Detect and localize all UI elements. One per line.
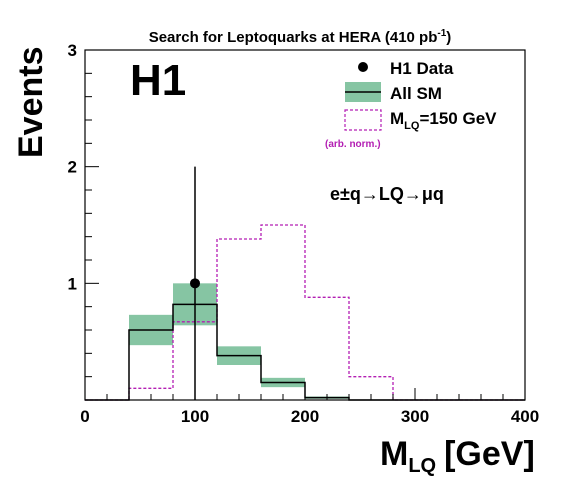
- y-axis-title: Events: [12, 47, 50, 159]
- legend-sm-label: All SM: [390, 84, 442, 103]
- x-tick-label: 0: [80, 407, 89, 426]
- legend-data-marker: [358, 62, 368, 72]
- signal-step-line: [85, 224, 525, 401]
- x-tick-label: 100: [181, 407, 209, 426]
- x-axis-title-subscript: LQ: [408, 455, 436, 477]
- data-point: [190, 278, 200, 289]
- title-end: ): [446, 29, 451, 46]
- axis-ticks: [84, 49, 526, 400]
- y-tick-label: 2: [68, 158, 77, 177]
- legend: H1 Data All SM MLQ=150 GeV (arb. norm.): [325, 59, 497, 150]
- chart-title: Search for Leptoquarks at HERA (410 pb-1…: [149, 28, 452, 46]
- experiment-label: H1: [130, 56, 186, 105]
- x-axis-title: MLQ [GeV]: [380, 435, 535, 477]
- title-superscript: -1: [437, 28, 446, 39]
- legend-data-label: H1 Data: [390, 59, 454, 78]
- sm-uncertainty-band-layer: [129, 283, 349, 399]
- legend-signal-rest: =150 GeV: [419, 109, 497, 128]
- y-tick-label: 3: [68, 41, 77, 60]
- axis-tick-labels: 0 100 200 300 400 1 2 3: [68, 41, 540, 426]
- y-tick-label: 1: [68, 274, 77, 293]
- legend-signal-label: MLQ=150 GeV: [390, 109, 497, 132]
- x-tick-label: 200: [291, 407, 319, 426]
- x-tick-label: 300: [401, 407, 429, 426]
- legend-signal-box: [344, 109, 382, 131]
- legend-signal-subscript: LQ: [404, 120, 420, 132]
- legend-signal-note: (arb. norm.): [325, 139, 381, 150]
- process-label: e±q→LQ→μq: [330, 184, 444, 204]
- x-axis-title-unit: [GeV]: [444, 435, 535, 473]
- signal-histogram-layer: [85, 224, 525, 401]
- data-points-layer: [190, 166, 200, 400]
- x-tick-label: 400: [511, 407, 539, 426]
